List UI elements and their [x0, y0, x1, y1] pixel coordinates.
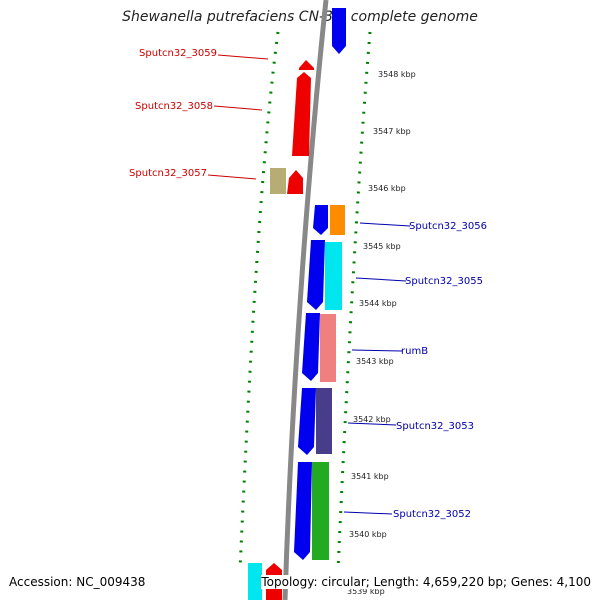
forward-gene-labels: Sputcn32_3056 Sputcn32_3055 rumB Sputcn3…	[343, 221, 487, 520]
kbp-label: 3539 kbp	[347, 587, 385, 596]
kbp-label: 3547 kbp	[373, 127, 411, 136]
gene-label-sputcn32-3055[interactable]: Sputcn32_3055	[405, 276, 483, 287]
kbp-label: 3540 kbp	[349, 530, 387, 539]
gene-label-rumb[interactable]: rumB	[401, 346, 428, 357]
gene-label-sputcn32-3056[interactable]: Sputcn32_3056	[409, 221, 487, 232]
gene-label-sputcn32-3059[interactable]: Sputcn32_3059	[139, 48, 217, 59]
gene-feature[interactable]	[316, 388, 332, 454]
kbp-label: 3546 kbp	[368, 184, 406, 193]
kbp-scale-labels: 3548 kbp 3547 kbp 3546 kbp 3545 kbp 3544…	[347, 70, 416, 596]
label-leader-line	[359, 222, 411, 227]
inner-tick-ring	[238, 31, 280, 571]
kbp-label: 3548 kbp	[378, 70, 416, 79]
cds-feature[interactable]	[287, 170, 303, 194]
kbp-label: 3543 kbp	[356, 357, 394, 366]
label-leader-line	[217, 54, 269, 60]
gene-feature[interactable]	[320, 314, 336, 382]
cds-feature[interactable]	[294, 462, 312, 560]
map-title: Shewanella putrefaciens CN-32, complete …	[122, 9, 478, 25]
kbp-label: 3542 kbp	[353, 415, 391, 424]
cds-feature[interactable]	[313, 205, 328, 235]
gene-feature[interactable]	[270, 168, 286, 194]
cds-feature[interactable]	[307, 240, 325, 310]
accession-info: Accession: NC_009438	[9, 575, 146, 589]
gene-label-sputcn32-3058[interactable]: Sputcn32_3058	[135, 101, 213, 112]
cds-feature[interactable]	[332, 8, 346, 54]
label-leader-line	[347, 422, 397, 426]
gene-feature[interactable]	[248, 563, 262, 600]
scale-ticks	[238, 31, 372, 571]
cds-feature[interactable]	[302, 313, 320, 381]
label-leader-line	[207, 174, 257, 180]
label-leader-line	[343, 511, 393, 515]
kbp-label: 3541 kbp	[351, 472, 389, 481]
label-leader-line	[351, 349, 403, 352]
outer-tick-ring	[336, 31, 372, 571]
kbp-label: 3545 kbp	[363, 242, 401, 251]
reverse-strand-features	[270, 60, 314, 194]
reverse-gene-labels: Sputcn32_3059 Sputcn32_3058 Sputcn32_305…	[129, 48, 269, 180]
genome-summary: Topology: circular; Length: 4,659,220 bp…	[261, 575, 591, 589]
gene-feature[interactable]	[312, 462, 329, 560]
gene-feature[interactable]	[330, 205, 345, 235]
label-leader-line	[355, 277, 407, 282]
cds-feature[interactable]	[299, 60, 314, 70]
forward-strand-features	[294, 205, 345, 560]
cds-feature[interactable]	[292, 72, 311, 156]
genome-backbone	[282, 0, 329, 600]
cds-feature[interactable]	[298, 388, 316, 455]
gene-label-sputcn32-3053[interactable]: Sputcn32_3053	[396, 421, 474, 432]
gene-label-sputcn32-3052[interactable]: Sputcn32_3052	[393, 509, 471, 520]
kbp-label: 3544 kbp	[359, 299, 397, 308]
label-leader-line	[213, 105, 263, 111]
gene-feature[interactable]	[325, 242, 342, 310]
gene-label-sputcn32-3057[interactable]: Sputcn32_3057	[129, 168, 207, 179]
